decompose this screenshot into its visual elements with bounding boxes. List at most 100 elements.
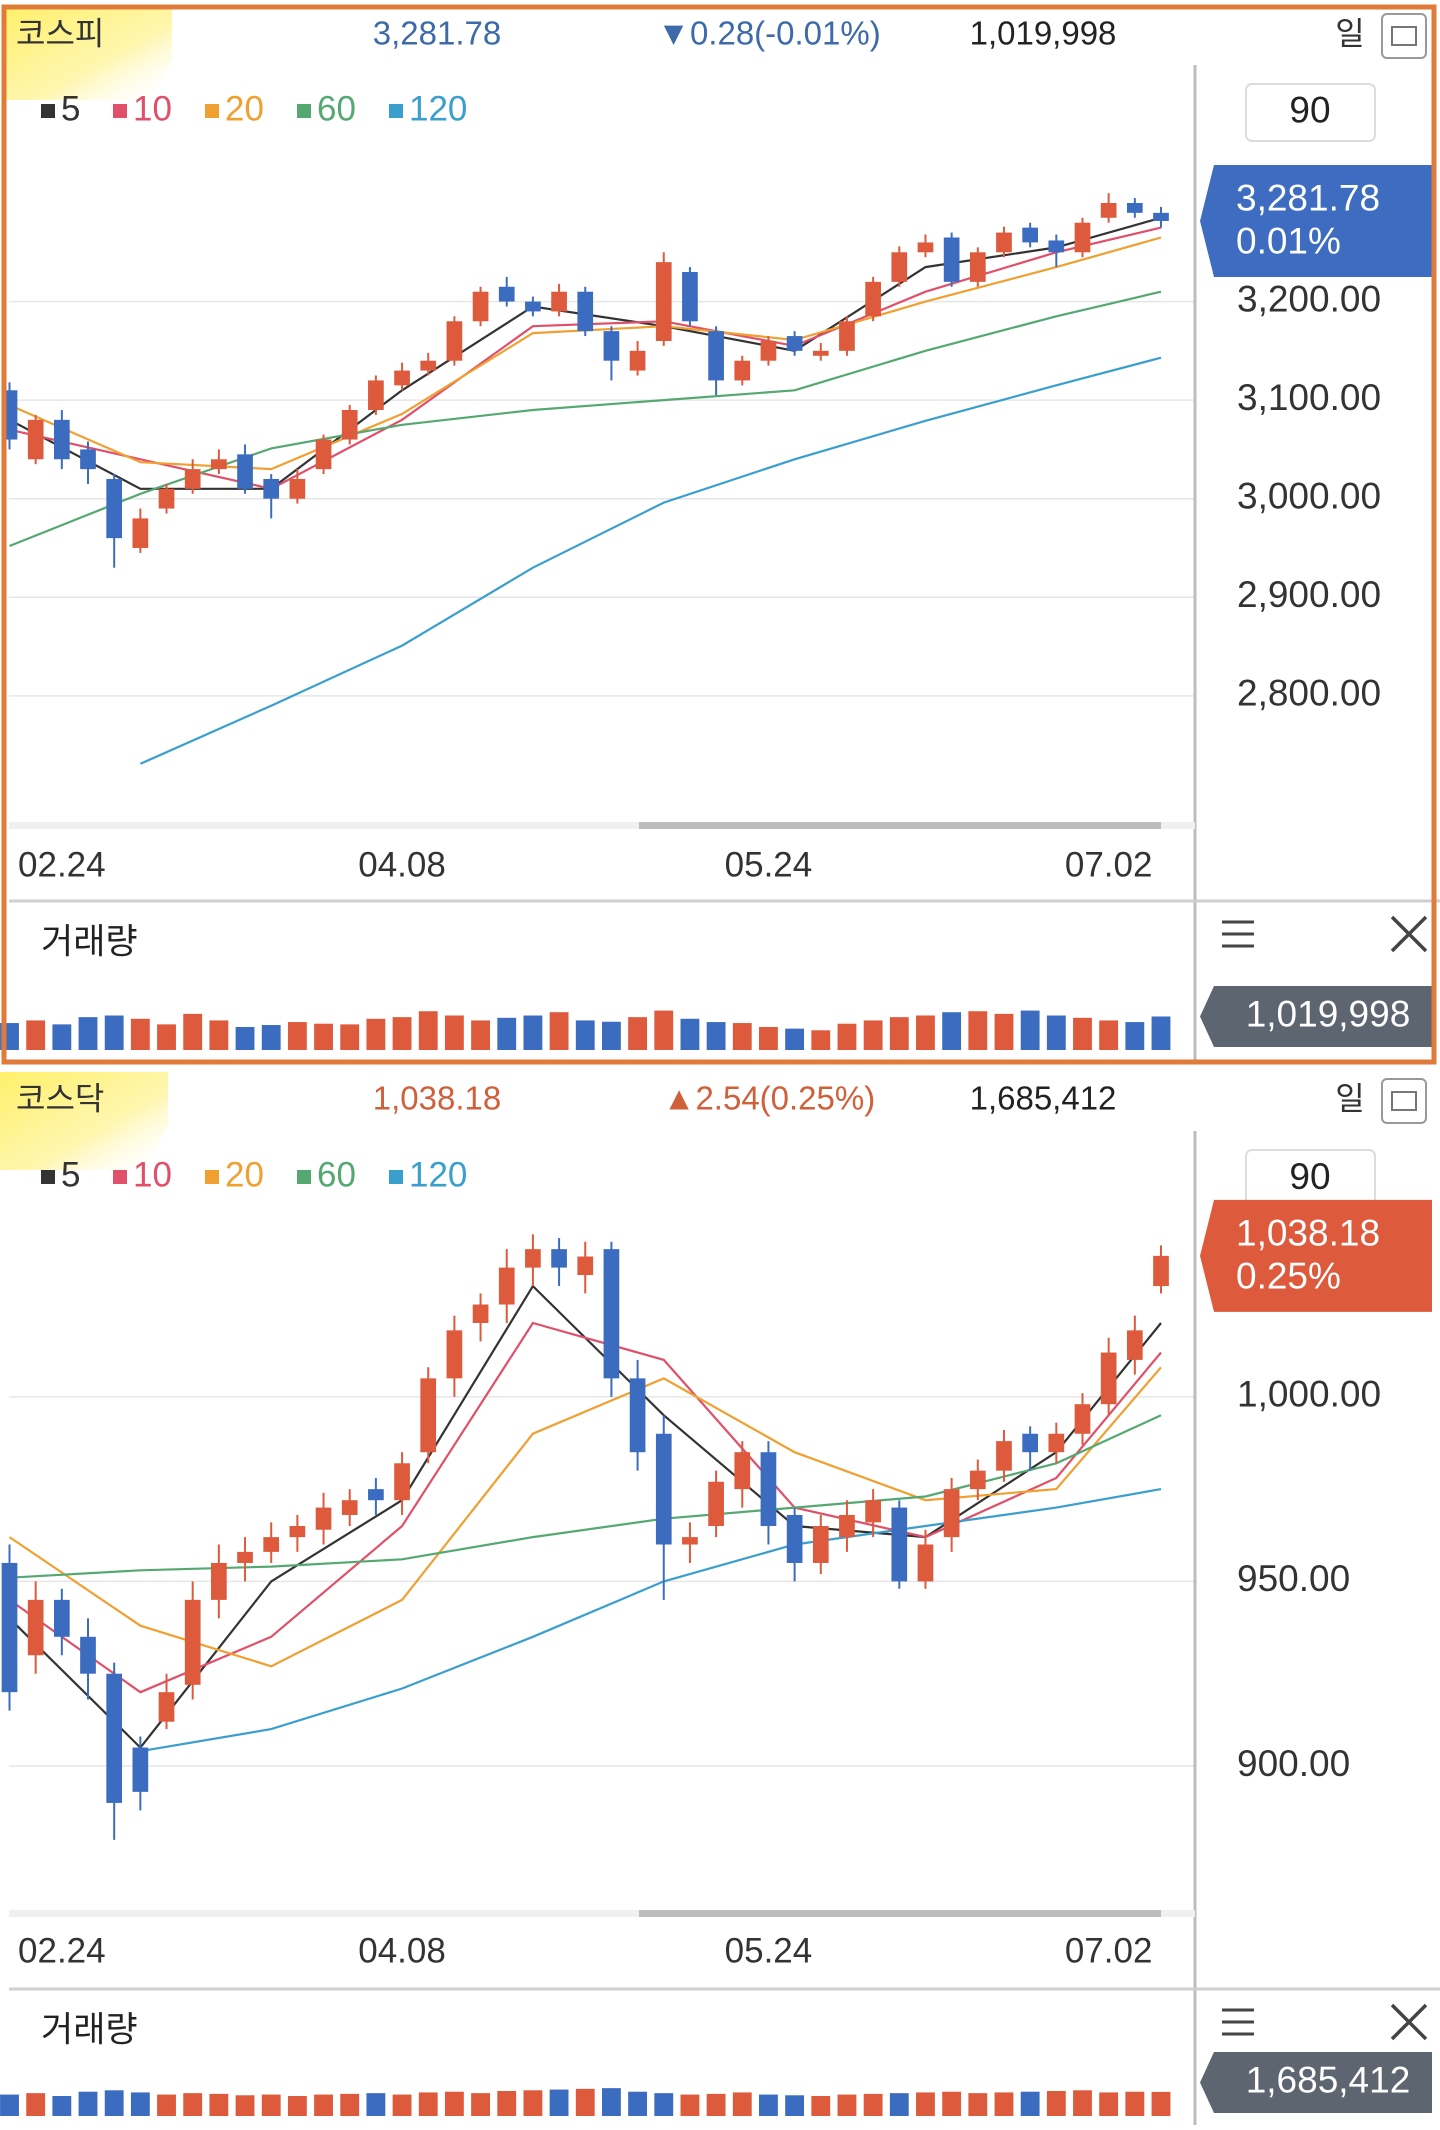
volume-bar bbox=[785, 1028, 805, 1050]
volume-badge-label: 1,019,998 bbox=[1246, 993, 1411, 1034]
period[interactable]: 일 bbox=[1335, 1080, 1364, 1116]
volume-bar bbox=[654, 2093, 674, 2116]
candle-body bbox=[472, 1304, 489, 1323]
volume-bar bbox=[1073, 1017, 1092, 1050]
volume-bar bbox=[1099, 1020, 1119, 1050]
candle-body bbox=[682, 1537, 698, 1545]
volume: 1,019,998 bbox=[970, 15, 1117, 52]
volume-bar bbox=[1125, 2091, 1145, 2116]
period[interactable]: 일 bbox=[1335, 15, 1364, 51]
candle-body bbox=[629, 1378, 646, 1453]
candle-body bbox=[839, 321, 855, 351]
ma-line bbox=[139, 356, 1162, 765]
candle-body bbox=[708, 1481, 724, 1527]
candle-body bbox=[943, 237, 960, 282]
volume-bar bbox=[523, 1015, 543, 1050]
volume-bar bbox=[340, 1024, 360, 1050]
volume-bar bbox=[1020, 1010, 1040, 1050]
change: ▼0.28(-0.01%) bbox=[657, 15, 880, 52]
legend-swatch bbox=[205, 104, 219, 118]
candle-body bbox=[655, 262, 672, 341]
candle-body bbox=[211, 459, 227, 470]
volume-bar bbox=[994, 1013, 1014, 1050]
candle-body bbox=[158, 1692, 175, 1722]
candle-body bbox=[1, 1562, 18, 1693]
volume-bar bbox=[183, 1013, 203, 1050]
candle-body bbox=[891, 1507, 908, 1582]
ma-line bbox=[9, 1414, 1162, 1579]
candle-body bbox=[80, 449, 96, 470]
volume-bar bbox=[549, 1012, 569, 1050]
candle-body bbox=[158, 488, 175, 509]
close-icon[interactable] bbox=[1390, 2003, 1428, 2041]
candle-body bbox=[917, 1544, 934, 1582]
volume-bar bbox=[732, 2092, 752, 2116]
x-tick-label: 02.24 bbox=[18, 845, 106, 884]
legend-swatch bbox=[297, 104, 311, 118]
scrollbar[interactable] bbox=[639, 1910, 1161, 1917]
candle-body bbox=[629, 350, 646, 371]
volume-bar bbox=[261, 2094, 281, 2116]
candle-body bbox=[420, 360, 437, 371]
volume-bar bbox=[157, 2094, 176, 2116]
candle-body bbox=[917, 242, 934, 253]
price-badge bbox=[1200, 164, 1432, 277]
volume-bar bbox=[340, 2093, 360, 2116]
candle-body bbox=[184, 1599, 201, 1685]
candle-body bbox=[891, 252, 908, 282]
candle-body bbox=[1100, 1352, 1117, 1405]
volume-bar bbox=[680, 2094, 700, 2116]
expand-icon bbox=[1391, 26, 1417, 46]
volume-bar bbox=[235, 1027, 255, 1050]
legend-label: 5 bbox=[61, 1155, 80, 1194]
candle-body bbox=[577, 1256, 594, 1275]
expand-button[interactable] bbox=[1381, 1078, 1427, 1124]
ma-line bbox=[8, 216, 1162, 490]
candle-body bbox=[106, 478, 123, 539]
volume-bar bbox=[523, 2090, 543, 2116]
volume-bar bbox=[0, 2094, 19, 2116]
x-tick-label: 04.08 bbox=[358, 1931, 446, 1970]
title-highlight bbox=[4, 7, 172, 100]
volume-bar bbox=[916, 1015, 935, 1050]
candle-body bbox=[1126, 1330, 1143, 1360]
close-icon[interactable] bbox=[1390, 915, 1428, 953]
candle-body bbox=[53, 419, 70, 460]
candle-body bbox=[263, 478, 280, 499]
selected-border bbox=[1, 4, 1437, 1065]
volume-bar bbox=[366, 1018, 386, 1050]
candle-body bbox=[603, 331, 620, 361]
ma-line bbox=[8, 1366, 1162, 1668]
price-badge bbox=[1200, 1199, 1432, 1312]
volume-bar bbox=[471, 1020, 490, 1050]
volume-bar bbox=[968, 1011, 988, 1050]
volume-badge bbox=[1200, 2052, 1432, 2113]
candle-body bbox=[525, 1249, 541, 1268]
candle-body bbox=[760, 1452, 777, 1527]
candle-body bbox=[368, 1489, 384, 1501]
volume-bar bbox=[130, 2092, 150, 2116]
expand-button[interactable] bbox=[1381, 13, 1427, 59]
volume-bar bbox=[78, 2091, 98, 2116]
count-box[interactable] bbox=[1245, 83, 1376, 142]
scrollbar[interactable] bbox=[639, 822, 1161, 829]
volume-bar bbox=[680, 1018, 700, 1050]
candle-body bbox=[551, 291, 567, 312]
legend-label: 60 bbox=[317, 1155, 356, 1194]
volume-bar bbox=[418, 2092, 438, 2116]
title-highlight bbox=[0, 1072, 168, 1170]
legend-label: 60 bbox=[317, 89, 356, 128]
volume-title: 거래량 bbox=[41, 2010, 138, 2049]
candle-body bbox=[1074, 222, 1091, 253]
candle-body bbox=[341, 409, 358, 440]
candle-body bbox=[839, 1514, 855, 1538]
volume-bar bbox=[968, 2093, 988, 2116]
candle-body bbox=[289, 1526, 306, 1538]
candle-body bbox=[760, 340, 777, 361]
ma-line bbox=[8, 1321, 1162, 1694]
volume-bar bbox=[209, 2093, 229, 2116]
volume-bar bbox=[575, 1020, 595, 1050]
plot-bottom-band bbox=[9, 822, 1195, 829]
volume-bar bbox=[418, 1011, 438, 1050]
candle-body bbox=[498, 286, 515, 302]
